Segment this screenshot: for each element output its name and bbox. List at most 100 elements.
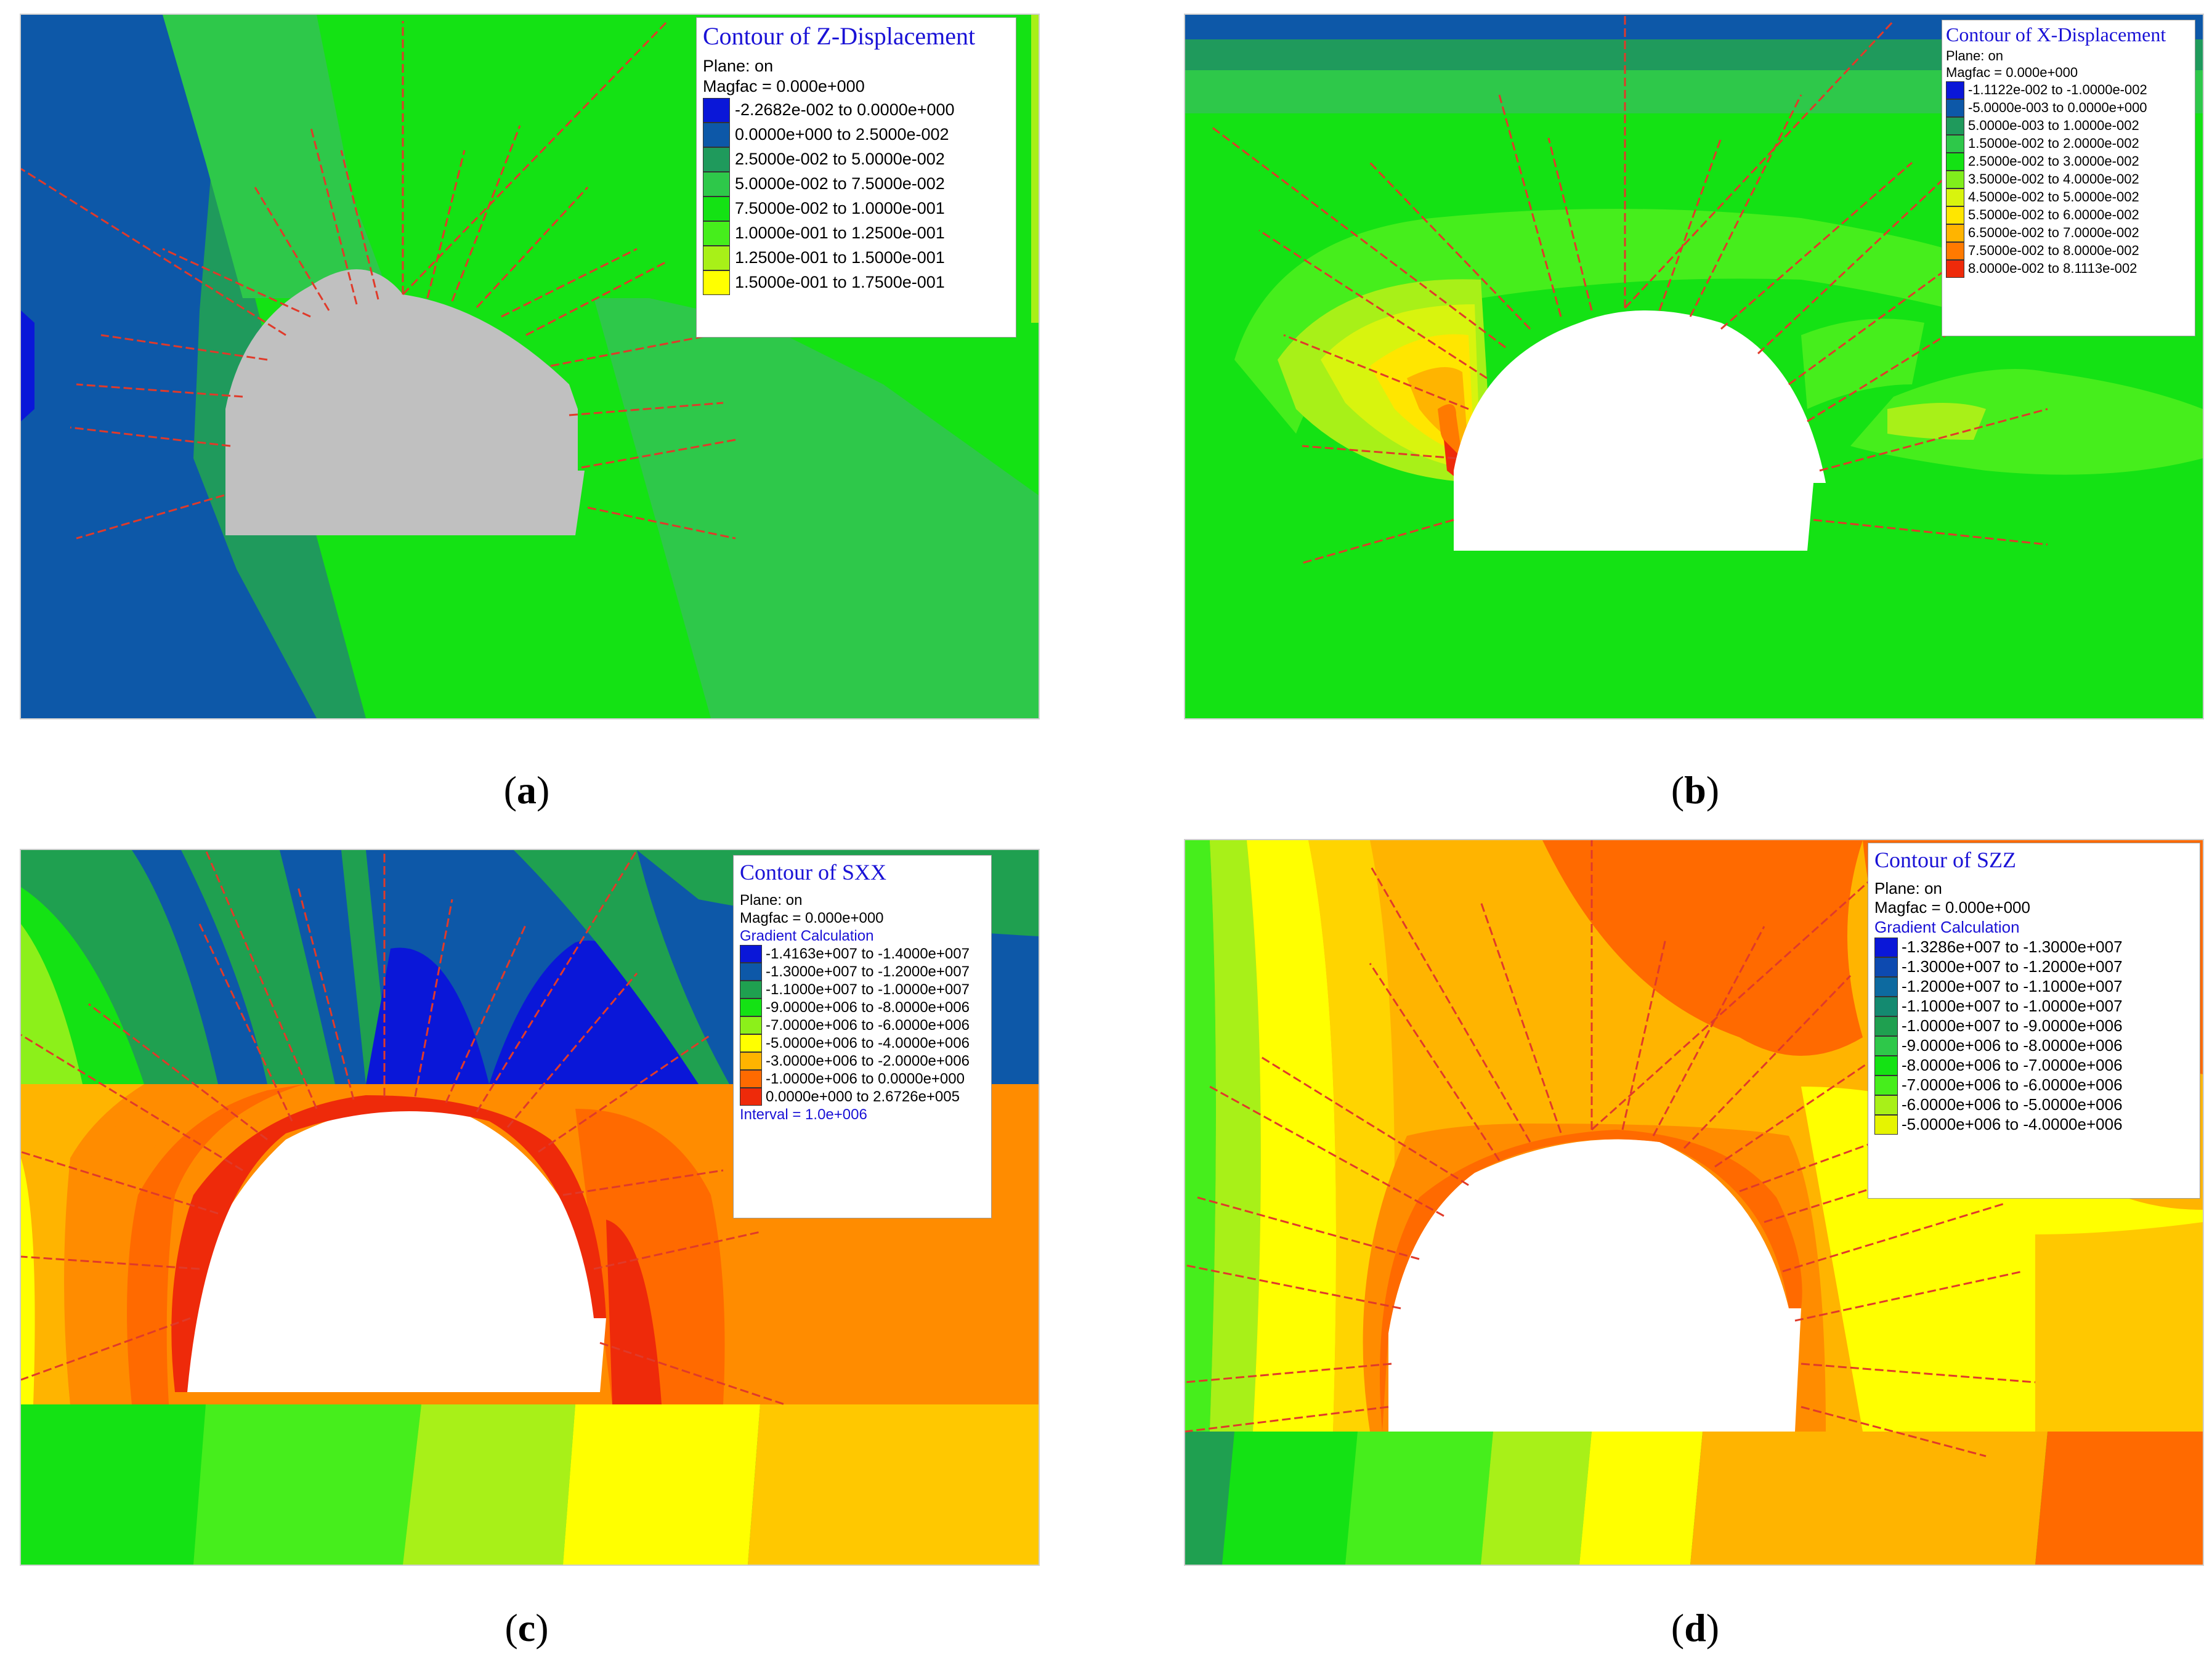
legend-range-row: -1.3286e+007 to -1.3000e+007 [1874,937,2194,957]
panel-d-legend-subtitle: Gradient Calculation [1874,918,2020,937]
legend-color-swatch [1874,1114,1898,1135]
panel-c-caption-open: ( [504,1606,518,1650]
legend-color-swatch [1946,99,1964,117]
panel-a-legend-title: Contour of Z-Displacement [703,22,976,50]
legend-color-swatch [703,270,730,295]
legend-range-label: -3.0000e+006 to -2.0000e+006 [766,1052,970,1069]
legend-range-row: 1.0000e-001 to 1.2500e-001 [703,221,1010,246]
legend-range-row: 3.5000e-002 to 4.0000e-002 [1946,170,2191,188]
legend-range-row: -1.3000e+007 to -1.2000e+007 [740,963,985,981]
legend-color-swatch [1874,1095,1898,1115]
legend-range-row: -7.0000e+006 to -6.0000e+006 [1874,1075,2194,1095]
panel-a-caption-open: ( [503,768,517,812]
legend-range-row: -1.2000e+007 to -1.1000e+007 [1874,976,2194,997]
panel-a-legend: Contour of Z-Displacement Plane: on Magf… [696,17,1016,338]
legend-range-row: -9.0000e+006 to -8.0000e+006 [1874,1035,2194,1056]
legend-range-row: -1.1122e-002 to -1.0000e-002 [1946,81,2191,99]
legend-range-label: -1.0000e+007 to -9.0000e+006 [1902,1016,2123,1035]
legend-range-label: 0.0000e+000 to 2.6726e+005 [766,1088,960,1105]
legend-range-label: 6.5000e-002 to 7.0000e-002 [1968,225,2139,241]
legend-color-swatch [1946,152,1964,171]
legend-range-label: -6.0000e+006 to -5.0000e+006 [1902,1095,2123,1114]
panel-a-z-displacement [20,14,1040,719]
legend-range-label: 2.5000e-002 to 5.0000e-002 [735,150,945,169]
panel-c-legend: Contour of SXX Plane: on Magfac = 0.000e… [733,855,992,1218]
legend-color-swatch [1874,1035,1898,1056]
legend-range-label: 0.0000e+000 to 2.5000e-002 [735,125,949,144]
legend-color-swatch [703,221,730,246]
legend-range-label: -1.2000e+007 to -1.1000e+007 [1902,977,2123,996]
legend-color-swatch [1946,81,1964,99]
legend-color-swatch [740,1070,762,1088]
legend-color-swatch [740,1052,762,1071]
legend-range-label: 7.5000e-002 to 8.0000e-002 [1968,243,2139,259]
panel-b-legend-title: Contour of X-Displacement [1946,23,2166,46]
panel-a-caption-letter: a [517,768,537,812]
legend-range-label: 1.0000e-001 to 1.2500e-001 [735,224,945,243]
legend-range-label: 8.0000e-002 to 8.1113e-002 [1968,261,2137,277]
legend-color-swatch [1946,224,1964,242]
panel-b-caption-open: ( [1671,768,1685,812]
panel-b-legend: Contour of X-Displacement Plane: on Magf… [1942,20,2195,336]
legend-range-label: -7.0000e+006 to -6.0000e+006 [1902,1076,2123,1095]
legend-color-swatch [703,171,730,196]
panel-d-legend-title: Contour of SZZ [1874,848,2016,872]
legend-range-row: -6.0000e+006 to -5.0000e+006 [1874,1095,2194,1115]
legend-color-swatch [1874,937,1898,957]
legend-range-label: -1.1000e+007 to -1.0000e+007 [1902,997,2123,1016]
legend-range-row: 2.5000e-002 to 3.0000e-002 [1946,152,2191,171]
legend-range-label: -1.4163e+007 to -1.4000e+007 [766,945,970,962]
legend-range-label: 1.5000e-002 to 2.0000e-002 [1968,136,2139,152]
panel-d-legend-plane: Plane: on [1874,878,1942,897]
panel-c-legend-magfac: Magfac = 0.000e+000 [740,909,884,926]
legend-range-row: 5.0000e-002 to 7.5000e-002 [703,171,1010,196]
panel-c-legend-title: Contour of SXX [740,860,887,885]
legend-range-row: 1.2500e-001 to 1.5000e-001 [703,245,1010,270]
legend-range-label: 5.5000e-002 to 6.0000e-002 [1968,207,2139,223]
legend-range-label: 1.2500e-001 to 1.5000e-001 [735,248,945,267]
legend-range-label: -1.1000e+007 to -1.0000e+007 [766,981,970,998]
legend-range-label: 3.5000e-002 to 4.0000e-002 [1968,171,2139,187]
panel-d-szz [1184,839,2204,1566]
panel-d-caption-open: ( [1671,1606,1685,1650]
legend-color-swatch [740,981,762,999]
legend-range-row: 4.5000e-002 to 5.0000e-002 [1946,188,2191,206]
legend-range-row: -5.0000e-003 to 0.0000e+000 [1946,99,2191,117]
panel-a-legend-ranges: -2.2682e-002 to 0.0000e+000 0.0000e+000 t… [703,97,1010,295]
legend-range-row: -9.0000e+006 to -8.0000e+006 [740,999,985,1017]
legend-range-label: -1.0000e+006 to 0.0000e+000 [766,1070,965,1087]
panel-a-legend-magfac: Magfac = 0.000e+000 [703,76,865,95]
legend-color-swatch [703,147,730,172]
legend-range-row: -1.3000e+007 to -1.2000e+007 [1874,957,2194,977]
legend-range-row: 0.0000e+000 to 2.6726e+005 [740,1088,985,1106]
legend-range-label: -1.3286e+007 to -1.3000e+007 [1902,938,2123,957]
legend-color-swatch [1946,188,1964,206]
legend-range-label: 7.5000e-002 to 1.0000e-001 [735,199,945,218]
panel-d-caption: (d) [1634,1605,1757,1651]
legend-color-swatch [1946,170,1964,188]
legend-range-row: 8.0000e-002 to 8.1113e-002 [1946,259,2191,278]
legend-range-row: -3.0000e+006 to -2.0000e+006 [740,1052,985,1071]
legend-range-row: 1.5000e-002 to 2.0000e-002 [1946,134,2191,153]
legend-color-swatch [1946,206,1964,224]
panel-d-caption-close: ) [1706,1606,1720,1650]
legend-range-label: -1.3000e+007 to -1.2000e+007 [1902,957,2123,976]
panel-d-legend-ranges: -1.3286e+007 to -1.3000e+007 -1.3000e+007… [1874,937,2194,1135]
legend-range-row: -5.0000e+006 to -4.0000e+006 [1874,1114,2194,1135]
legend-range-row: -1.4163e+007 to -1.4000e+007 [740,945,985,963]
legend-range-label: -7.0000e+006 to -6.0000e+006 [766,1016,970,1034]
legend-range-label: 1.5000e-001 to 1.7500e-001 [735,273,945,292]
legend-range-label: 4.5000e-002 to 5.0000e-002 [1968,189,2139,205]
legend-range-row: -7.0000e+006 to -6.0000e+006 [740,1016,985,1035]
panel-d-legend-magfac: Magfac = 0.000e+000 [1874,898,2030,917]
panel-c-legend-plane: Plane: on [740,891,803,909]
legend-color-swatch [703,245,730,270]
legend-color-swatch [1874,957,1898,977]
legend-color-swatch [1946,134,1964,153]
legend-range-label: 5.0000e-003 to 1.0000e-002 [1968,118,2139,134]
panel-b-caption: (b) [1634,768,1757,813]
legend-range-row: -1.1000e+007 to -1.0000e+007 [1874,996,2194,1016]
legend-range-label: -5.0000e-003 to 0.0000e+000 [1968,100,2147,116]
panel-c-legend-subtitle: Gradient Calculation [740,928,874,945]
legend-range-row: 2.5000e-002 to 5.0000e-002 [703,147,1010,172]
